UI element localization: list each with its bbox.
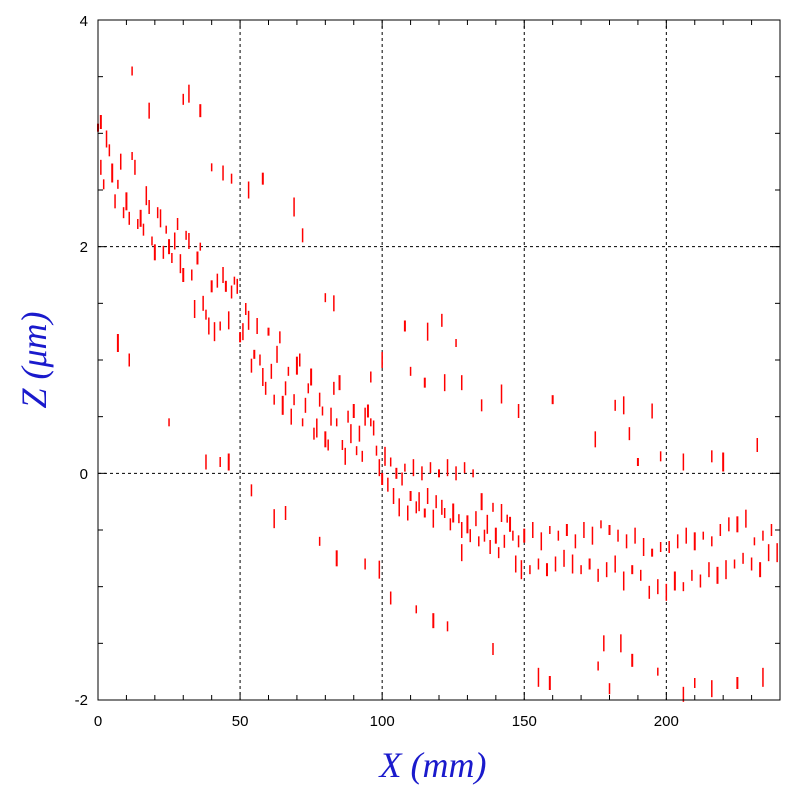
x-tick-label: 50 <box>232 713 249 730</box>
grid-lines <box>98 20 780 700</box>
y-tick-label: 4 <box>80 13 88 30</box>
y-tick-label: 2 <box>80 239 88 256</box>
plot-frame <box>97 19 781 701</box>
x-tick-label: 100 <box>370 713 395 730</box>
x-tick-label: 0 <box>94 713 102 730</box>
y-tick-label: 0 <box>80 466 88 483</box>
x-axis-title: X (mm) <box>378 745 487 785</box>
y-axis-title: Z (μm) <box>14 311 54 408</box>
axis-ticks <box>97 19 781 701</box>
y-tick-label: -2 <box>75 692 88 709</box>
x-tick-label: 200 <box>654 713 679 730</box>
data-points <box>97 66 778 702</box>
x-tick-label: 150 <box>512 713 537 730</box>
